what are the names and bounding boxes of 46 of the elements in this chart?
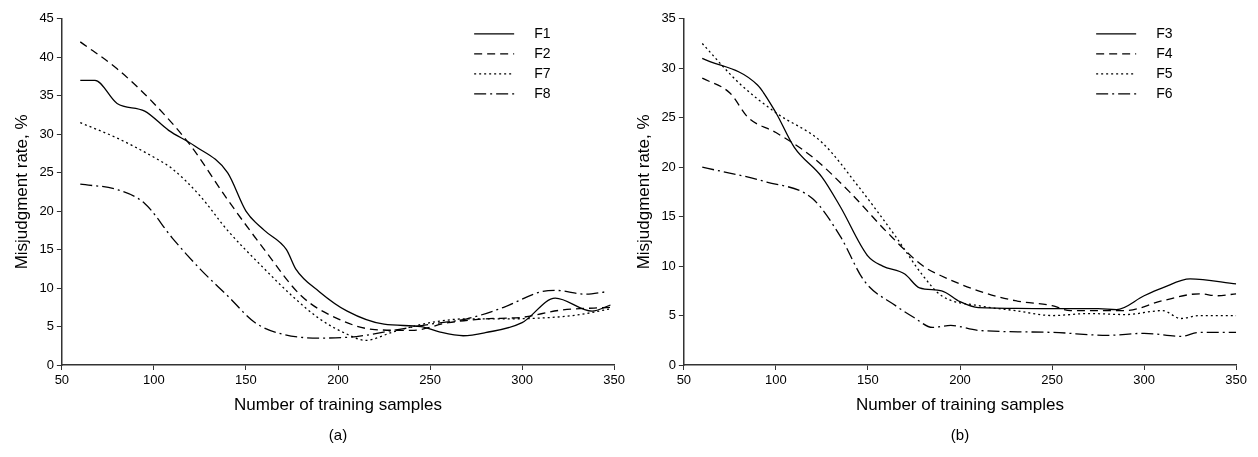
x-tick-label: 250 <box>1041 372 1063 388</box>
x-tick-label: 200 <box>327 372 349 388</box>
y-tick-label: 25 <box>39 164 54 180</box>
x-tick-label: 100 <box>765 372 787 388</box>
y-tick-label: 35 <box>661 10 676 26</box>
y-tick-label: 10 <box>39 279 54 295</box>
y-tick-label: 30 <box>661 59 676 75</box>
y-tick-label: 0 <box>668 356 676 372</box>
y-axis-title: Misjudgment rate, % <box>633 114 653 270</box>
y-tick-label: 35 <box>39 87 54 103</box>
x-axis-title: Number of training samples <box>856 395 1064 415</box>
y-tick-label: 15 <box>39 241 54 257</box>
y-tick-label: 20 <box>39 202 54 218</box>
y-tick-label: 40 <box>39 48 54 64</box>
x-tick-label: 100 <box>143 372 165 388</box>
legend-label: F2 <box>534 44 551 61</box>
text: (b) <box>950 426 970 443</box>
legend-label: F4 <box>1156 44 1173 61</box>
y-tick-label: 45 <box>39 10 54 26</box>
x-tick-label: 250 <box>419 372 441 388</box>
x-tick-label: 200 <box>949 372 971 388</box>
legend-label: F6 <box>1156 84 1173 101</box>
x-axis-title: Number of training samples <box>234 395 442 415</box>
x-tick-label: 300 <box>1133 372 1155 388</box>
x-tick-label: 150 <box>857 372 879 388</box>
x-tick-label: 300 <box>511 372 533 388</box>
x-tick-label: 50 <box>676 372 692 388</box>
y-tick-label: 0 <box>46 356 54 372</box>
y-axis-title: Misjudgment rate, % <box>11 114 31 270</box>
y-tick-label: 15 <box>661 208 676 224</box>
y-tick-label: 10 <box>661 257 676 273</box>
y-tick-label: 5 <box>668 307 676 323</box>
legend-label: F5 <box>1156 64 1173 81</box>
legend-label: F1 <box>534 24 551 41</box>
legend-label: F3 <box>1156 24 1173 41</box>
y-tick-label: 25 <box>661 109 676 125</box>
x-tick-label: 350 <box>1225 372 1248 388</box>
legend-label: F7 <box>534 64 551 81</box>
x-tick-label: 350 <box>603 372 626 388</box>
text: (a) <box>328 426 348 443</box>
legend-label: F8 <box>534 84 551 101</box>
x-tick-label: 150 <box>235 372 257 388</box>
y-tick-label: 20 <box>661 158 676 174</box>
y-tick-label: 30 <box>39 125 54 141</box>
x-tick-label: 50 <box>54 372 70 388</box>
y-tick-label: 5 <box>46 318 54 334</box>
